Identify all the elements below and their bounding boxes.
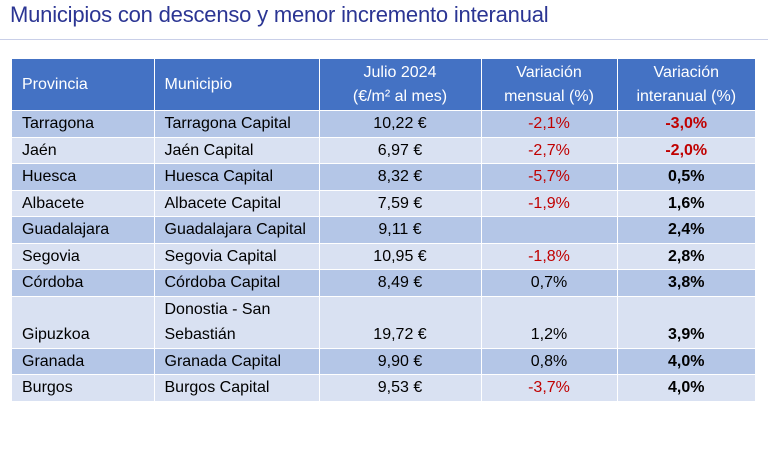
cell-precio: 9,90 € (318, 347, 481, 375)
cell-precio: 8,32 € (318, 163, 481, 190)
table-row: Segovia Segovia Capital 10,95 € -1,8% 2,8% (12, 242, 755, 270)
cell-municipio: Albacete Capital (153, 189, 319, 217)
table-body: Tarragona Tarragona Capital 10,22 € -2,1% -3… (12, 110, 755, 401)
cell-provincia: Tarragona (12, 110, 154, 137)
cell-municipio: Córdoba Capital (153, 269, 319, 296)
cell-variacion-interanual: 3,9% (616, 295, 755, 348)
table-row: Albacete Albacete Capital 7,59 € -1,9% 1,6% (12, 189, 755, 217)
cell-variacion-mensual: -1,9% (480, 189, 617, 217)
header-mensual-line2: mensual (%) (504, 87, 594, 105)
cell-precio: 9,11 € (318, 216, 481, 243)
cell-precio: 19,72 € (318, 295, 481, 348)
header-provincia: Provincia (12, 59, 154, 111)
cell-precio: 9,53 € (318, 374, 481, 401)
cell-variacion-mensual: -3,7% (480, 374, 617, 401)
cell-variacion-interanual: 3,8% (616, 269, 755, 296)
table-row: Jaén Jaén Capital 6,97 € -2,7% -2,0% (12, 136, 755, 164)
table-row: Granada Granada Capital 9,90 €0,8% 4,0% (12, 347, 755, 375)
cell-municipio: Burgos Capital (153, 374, 319, 401)
rent-variation-table: Provincia Municipio Julio 2024 (€/m² al … (12, 59, 755, 401)
cell-provincia: Guadalajara (12, 216, 154, 243)
cell-municipio: Huesca Capital (153, 163, 319, 190)
cell-provincia: Segovia (12, 242, 154, 270)
cell-variacion-mensual: -5,7% (480, 163, 617, 190)
cell-variacion-mensual: -1,8% (480, 242, 617, 270)
header-provincia-label: Provincia (22, 75, 88, 93)
cell-variacion-interanual: 2,8% (616, 242, 755, 270)
cell-precio: 10,22 € (318, 110, 481, 137)
cell-municipio: Guadalajara Capital (153, 216, 319, 243)
cell-variacion-interanual: 2,4% (616, 216, 755, 243)
cell-provincia: Jaén (12, 136, 154, 164)
cell-provincia: Burgos (12, 374, 154, 401)
table-row: Guadalajara Guadalajara Capital 9,11 € 2,4% (12, 216, 755, 243)
header-precio: Julio 2024 (€/m² al mes) (318, 59, 481, 111)
header-interanual-line1: Variación (653, 63, 719, 81)
cell-provincia: Huesca (12, 163, 154, 190)
cell-provincia: Gipuzkoa (12, 295, 154, 348)
table-row: Burgos Burgos Capital 9,53 € -3,7% 4,0% (12, 374, 755, 401)
header-mensual-line1: Variación (516, 63, 582, 81)
cell-variacion-interanual: -3,0% (616, 110, 755, 137)
cell-municipio: Granada Capital (153, 347, 319, 375)
table-row: Huesca Huesca Capital 8,32 € -5,7% 0,5% (12, 163, 755, 190)
header-variacion-mensual: Variación mensual (%) (480, 59, 617, 111)
cell-precio: 10,95 € (318, 242, 481, 270)
cell-variacion-mensual: 0,8% (480, 347, 617, 375)
table-header-row: Provincia Municipio Julio 2024 (€/m² al … (12, 59, 755, 111)
cell-variacion-mensual: 1,2% (480, 295, 617, 348)
cell-precio: 7,59 € (318, 189, 481, 217)
page-title: Municipios con descenso y menor incremen… (10, 2, 549, 27)
cell-municipio: Segovia Capital (153, 242, 319, 270)
cell-municipio: Tarragona Capital (153, 110, 319, 137)
table-row: Tarragona Tarragona Capital 10,22 € -2,1% -3… (12, 110, 755, 137)
cell-variacion-mensual (480, 216, 617, 243)
header-municipio-label: Municipio (164, 75, 233, 93)
cell-variacion-mensual: -2,7% (480, 136, 617, 164)
cell-provincia: Granada (12, 347, 154, 375)
cell-variacion-interanual: 0,5% (616, 163, 755, 190)
cell-variacion-interanual: 4,0% (616, 374, 755, 401)
header-precio-line1: Julio 2024 (363, 63, 437, 81)
table-row: Córdoba Córdoba Capital 8,49 €0,7% 3,8% (12, 269, 755, 296)
cell-precio: 8,49 € (318, 269, 481, 296)
cell-variacion-interanual: 1,6% (616, 189, 755, 217)
header-municipio: Municipio (153, 59, 319, 111)
title-divider (0, 39, 768, 40)
cell-variacion-mensual: 0,7% (480, 269, 617, 296)
table-row: Gipuzkoa Donostia - San Sebastián 19,72 €1… (12, 295, 755, 348)
cell-variacion-interanual: 4,0% (616, 347, 755, 375)
cell-variacion-mensual: -2,1% (480, 110, 617, 137)
header-interanual-line2: interanual (%) (636, 87, 737, 105)
cell-municipio: Jaén Capital (153, 136, 319, 164)
header-precio-line2: (€/m² al mes) (352, 87, 448, 105)
cell-municipio: Donostia - San Sebastián (153, 295, 319, 348)
cell-provincia: Albacete (12, 189, 154, 217)
header-variacion-interanual: Variación interanual (%) (616, 59, 755, 111)
cell-variacion-interanual: -2,0% (616, 136, 755, 164)
cell-provincia: Córdoba (12, 269, 154, 296)
cell-precio: 6,97 € (318, 136, 481, 164)
